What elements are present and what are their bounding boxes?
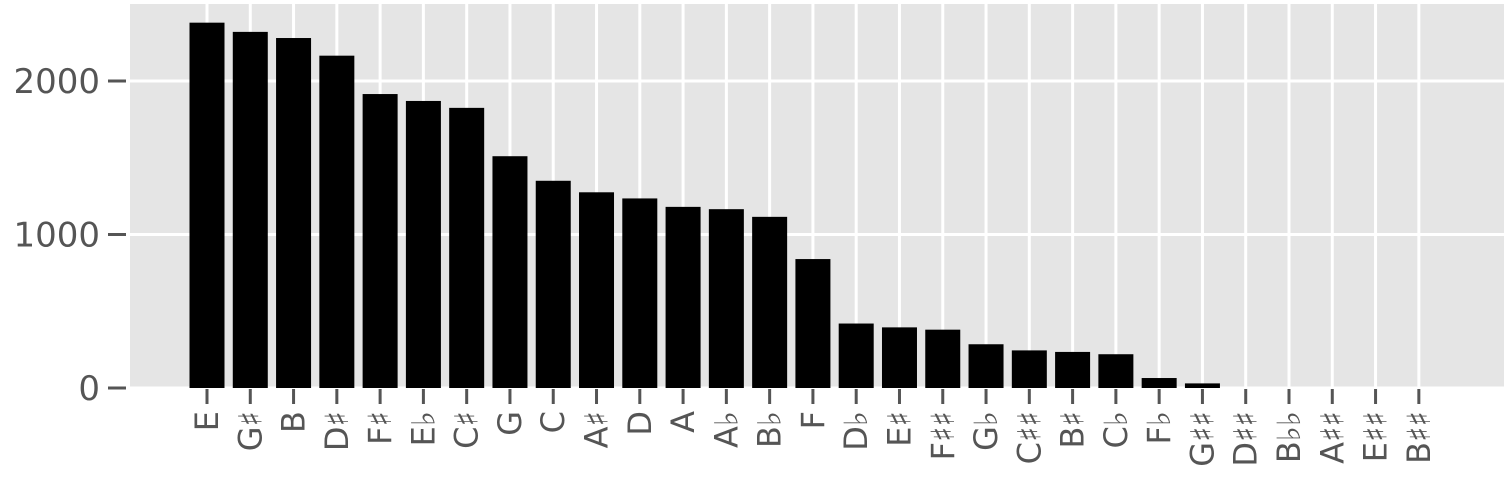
x-tick-label: C [534, 411, 572, 433]
bar [1098, 354, 1134, 388]
x-tick-label: B♯♯ [1400, 411, 1438, 464]
x-tick-label: F [794, 411, 832, 429]
x-axis: E G♯ B D♯ F♯ E♭ C♯ G C A♯ D A A♭ B♭ F D♭ E♯ F♯♯ G♭ C♯♯ B♯ C♭ F… [188, 389, 1438, 467]
bar [752, 216, 788, 388]
x-tick-label: C♯ [448, 411, 486, 449]
bar [1011, 350, 1047, 388]
bar [405, 100, 441, 388]
bar [1055, 351, 1091, 388]
bar [1141, 378, 1177, 388]
x-tick-label: E♭ [404, 411, 442, 446]
bar [232, 31, 268, 388]
y-axis: 0 1000 2000 [13, 62, 126, 409]
bar [838, 323, 874, 388]
x-tick-label: D♭ [837, 411, 875, 451]
bar [579, 192, 615, 388]
x-tick-label: E♯ [880, 411, 918, 447]
x-tick-label: B [275, 411, 313, 433]
bar [881, 327, 917, 388]
bar [362, 94, 398, 389]
bar [925, 329, 961, 388]
bar [968, 344, 1004, 388]
x-tick-label: B♭♭ [1270, 411, 1308, 463]
bars [189, 22, 1220, 389]
x-tick-label: F♯♯ [924, 411, 962, 460]
x-tick-label: B♯ [1054, 411, 1092, 448]
x-tick-label: A♯ [578, 411, 616, 448]
bar [708, 209, 744, 388]
bar [189, 22, 225, 388]
x-tick-label: E♯♯ [1357, 411, 1395, 462]
x-tick-label: A♭ [707, 411, 745, 448]
y-tick-label: 2000 [13, 62, 100, 102]
x-tick-label: D♯♯ [1227, 411, 1265, 467]
bar [492, 156, 528, 388]
x-tick-label: G♭ [967, 411, 1005, 451]
bar [665, 206, 701, 388]
x-tick-label: G [491, 411, 529, 436]
y-tick-label: 1000 [13, 216, 100, 256]
bar [622, 198, 658, 388]
bar [535, 180, 571, 388]
x-tick-label: C♯♯ [1010, 411, 1048, 464]
x-tick-label: C♭ [1097, 411, 1135, 448]
bar [1184, 383, 1220, 388]
y-tick-label: 0 [78, 369, 100, 409]
bar [795, 259, 831, 388]
x-tick-label: D♯ [318, 411, 356, 451]
bar [449, 107, 485, 389]
x-tick-label: F♭ [1140, 411, 1178, 445]
x-tick-label: G♯♯ [1183, 411, 1221, 467]
x-tick-label: A [664, 411, 702, 433]
x-tick-label: F♯ [361, 411, 399, 445]
x-tick-label: B♭ [751, 411, 789, 448]
x-tick-label: A♯♯ [1313, 411, 1351, 464]
x-tick-label: E [188, 411, 226, 431]
x-tick-label: D [621, 411, 659, 436]
bar [276, 38, 312, 389]
bar [319, 55, 355, 389]
x-tick-label: G♯ [231, 411, 269, 451]
